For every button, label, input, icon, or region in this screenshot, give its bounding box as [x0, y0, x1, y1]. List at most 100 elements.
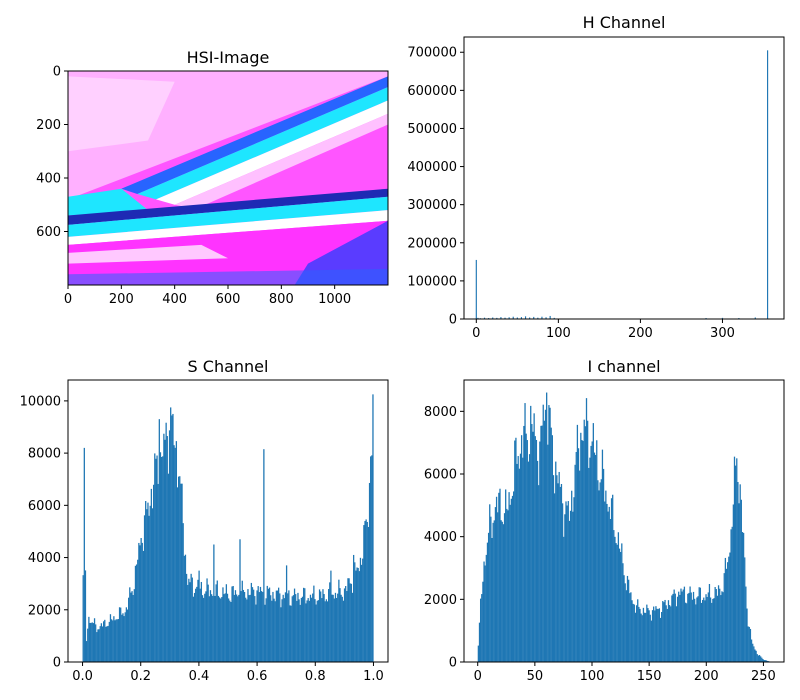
s-channel-ytick-label: 0 — [53, 656, 61, 671]
s-channel-bar — [255, 604, 257, 662]
s-channel-bar — [176, 487, 179, 662]
i-channel-bar — [561, 503, 564, 662]
s-channel-bar — [234, 590, 237, 662]
hsi-xtick-label: 400 — [162, 292, 187, 307]
i-channel-bar — [531, 424, 533, 662]
s-channel-bar — [340, 594, 342, 662]
s-channel-bar — [364, 521, 366, 662]
s-channel-bar — [281, 599, 283, 662]
s-channel-bar — [225, 584, 228, 662]
i-channel-bar — [494, 507, 497, 662]
s-channel-bar — [87, 628, 89, 662]
s-channel-bar — [365, 519, 367, 662]
s-channel-bar — [155, 458, 157, 662]
s-channel-bar — [135, 564, 138, 662]
i-channel-bar — [755, 650, 757, 662]
s-channel-bar — [115, 619, 117, 662]
i-channel-bar — [716, 595, 719, 662]
s-channel-bar — [289, 605, 291, 662]
i-channel-bar — [654, 610, 656, 662]
s-channel-bar — [314, 599, 316, 662]
hsi-ytick-label: 0 — [53, 65, 61, 80]
s-channel-bar — [175, 441, 178, 662]
i-channel-bar — [533, 413, 535, 662]
i-channel-bar — [502, 524, 505, 662]
i-channel-bar — [572, 511, 574, 662]
i-channel-title: I channel — [587, 357, 660, 376]
s-channel-bar — [116, 619, 118, 662]
s-channel-bar — [120, 607, 122, 662]
i-channel-bar — [569, 510, 572, 662]
s-channel-bar — [114, 620, 116, 662]
hsi-image-title: HSI-Image — [187, 48, 270, 67]
s-channel-bar — [367, 526, 370, 662]
s-channel-bar — [262, 592, 264, 662]
s-channel-bar — [357, 567, 359, 662]
s-channel-bar — [125, 607, 128, 662]
i-channel-bar — [589, 457, 591, 662]
i-channel-bar — [584, 426, 587, 662]
s-channel-bar — [293, 588, 296, 662]
s-channel-bar — [138, 542, 140, 662]
i-channel-bar — [479, 598, 482, 662]
s-channel-bar — [257, 586, 259, 662]
i-channel-bar — [573, 497, 575, 662]
i-channel-bar — [646, 604, 648, 662]
s-channel-bar — [126, 609, 129, 662]
s-channel-bar — [133, 589, 135, 662]
image-navy-band — [68, 188, 388, 225]
s-channel-bar — [328, 589, 330, 662]
s-channel-bar — [282, 594, 284, 662]
s-channel-bar — [139, 545, 141, 662]
i-channel-bar — [542, 404, 544, 662]
i-channel-bar — [612, 494, 614, 662]
i-channel-bar — [626, 575, 629, 662]
s-channel-bar — [192, 596, 195, 662]
s-channel-bar — [237, 596, 239, 662]
h-channel-bar — [549, 315, 551, 319]
s-channel-bar — [131, 591, 133, 662]
i-channel-bar — [497, 512, 499, 662]
s-channel-bar — [218, 597, 221, 662]
s-channel-bar — [92, 623, 95, 662]
i-channel-bar — [501, 521, 503, 662]
i-channel-bar — [510, 498, 513, 662]
i-channel-xtick-label: 200 — [694, 669, 719, 684]
i-channel-bar — [720, 595, 722, 662]
s-channel-bar — [246, 599, 248, 662]
s-channel-bar — [301, 596, 304, 662]
s-channel-bar — [271, 600, 273, 662]
s-channel-bar — [358, 571, 360, 662]
i-channel-bar — [500, 520, 502, 662]
s-channel-bar — [108, 621, 110, 662]
i-channel-bar — [663, 602, 665, 662]
i-channel-bar — [732, 504, 735, 662]
i-channel-bar — [557, 483, 559, 662]
s-channel-bar — [201, 595, 204, 662]
i-channel-bar — [713, 598, 715, 662]
s-channel-bar — [329, 582, 331, 662]
s-channel-bar — [195, 588, 197, 662]
s-channel-bar — [196, 586, 198, 662]
i-channel-bar — [580, 432, 582, 662]
i-channel-bar — [516, 463, 518, 662]
i-channel-bar — [695, 604, 697, 662]
i-channel-bar — [676, 596, 679, 662]
i-channel-bar — [668, 605, 671, 662]
s-channel-bar — [178, 476, 180, 662]
s-channel-bar — [230, 602, 232, 662]
i-channel-bar — [568, 520, 571, 662]
i-channel-bar — [532, 431, 534, 662]
h-channel-ytick-label: 600000 — [407, 84, 457, 99]
i-channel-bar — [753, 646, 755, 662]
i-channel-bar — [723, 573, 725, 662]
s-channel-bar — [305, 603, 307, 662]
s-channel-bar — [333, 598, 335, 662]
s-channel-bar — [296, 600, 298, 662]
s-channel-bar — [276, 590, 279, 662]
i-channel-bar — [524, 403, 526, 662]
h-channel-xtick-label: 100 — [546, 326, 571, 341]
s-channel-bar — [238, 594, 240, 662]
i-channel-bar — [550, 427, 552, 662]
